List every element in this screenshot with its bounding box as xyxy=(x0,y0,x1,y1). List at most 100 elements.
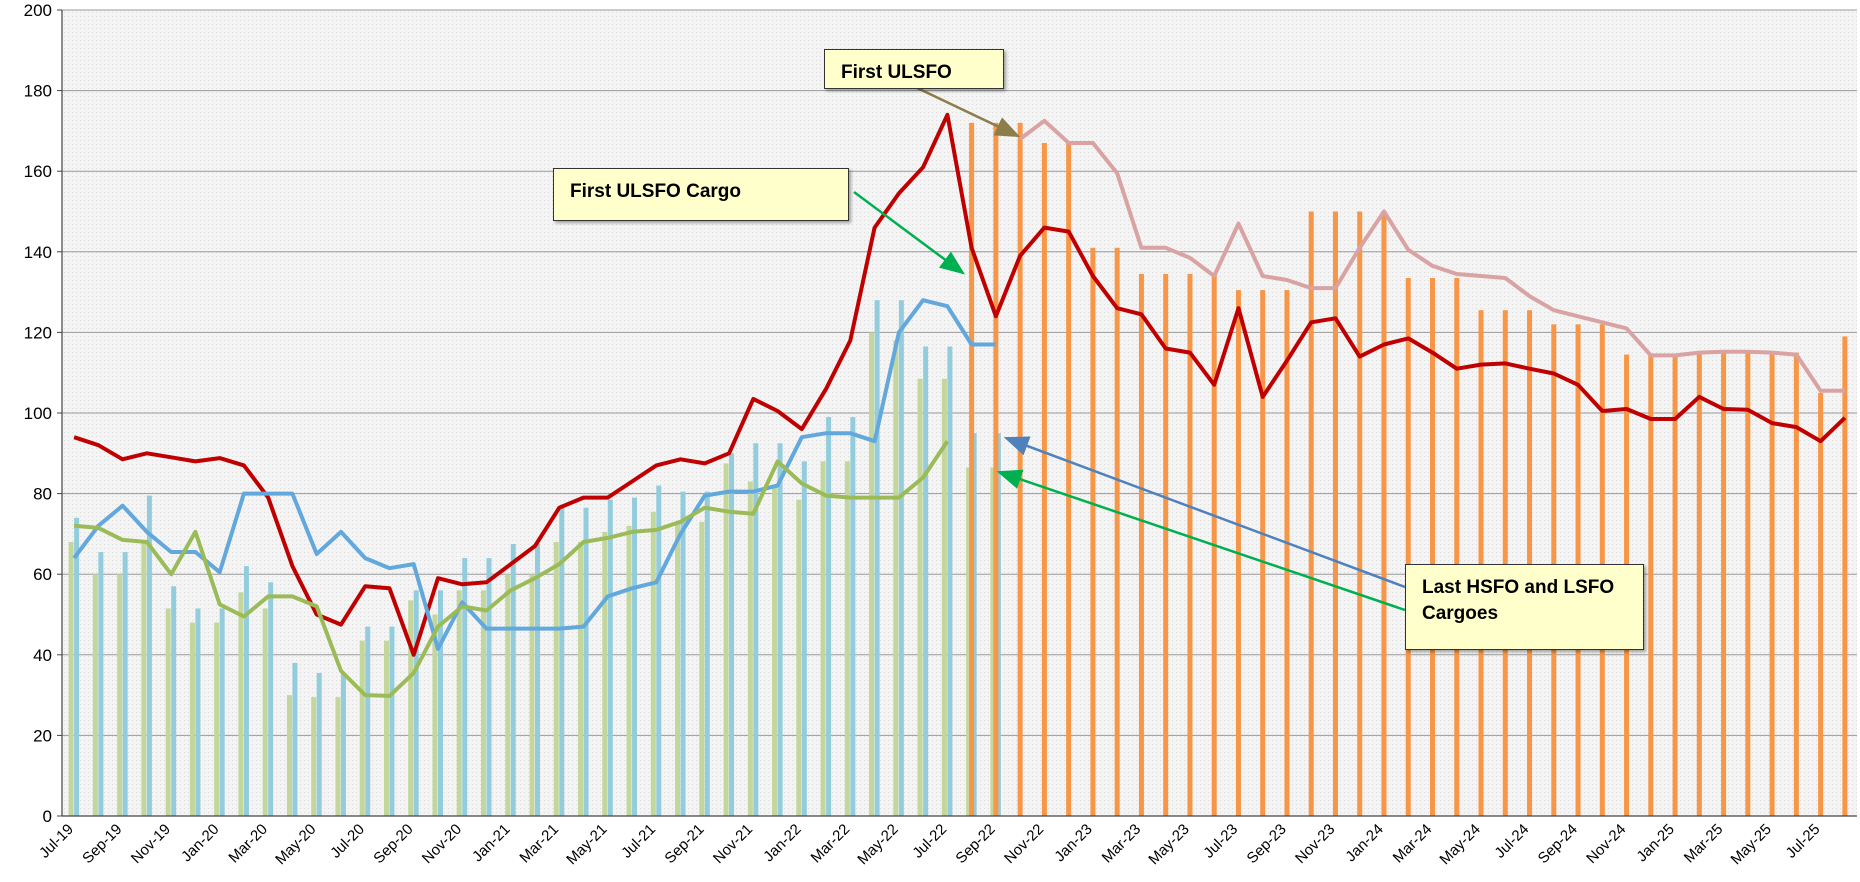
x-tick-label: May-20 xyxy=(272,821,319,868)
bar xyxy=(583,507,589,816)
bar xyxy=(98,552,104,816)
bar xyxy=(777,443,783,816)
annotation: First ULSFO xyxy=(824,49,1004,89)
bar xyxy=(1114,247,1120,816)
line-series xyxy=(73,112,1847,657)
bar xyxy=(316,672,322,816)
x-tick-label: May-25 xyxy=(1728,821,1775,868)
bar xyxy=(1284,290,1290,817)
bar xyxy=(1745,352,1751,816)
bar xyxy=(1405,277,1411,816)
bar xyxy=(1308,211,1314,816)
annotation: Last HSFO and LSFO Cargoes xyxy=(1405,564,1644,650)
bar xyxy=(311,697,317,816)
bar xyxy=(1381,211,1387,816)
x-tick-label: Mar-20 xyxy=(225,821,271,867)
x-tick-label: Jul-23 xyxy=(1200,821,1241,862)
bar xyxy=(292,662,298,816)
bar xyxy=(801,461,807,816)
bar xyxy=(1357,211,1363,816)
bar xyxy=(607,499,613,816)
bar xyxy=(1769,352,1775,816)
bar xyxy=(268,582,274,816)
bar xyxy=(680,491,686,816)
bar xyxy=(898,300,904,816)
bar xyxy=(650,511,656,816)
bar xyxy=(1017,122,1023,817)
bar xyxy=(480,590,486,816)
bar xyxy=(874,300,880,816)
x-tick-label: Nov-23 xyxy=(1292,821,1338,867)
bar xyxy=(262,608,268,816)
x-tick-label: Jan-24 xyxy=(1342,821,1386,865)
bar xyxy=(456,590,462,816)
bar xyxy=(923,346,929,816)
bar xyxy=(675,521,681,816)
bar xyxy=(243,566,249,816)
bar xyxy=(844,461,850,816)
bar xyxy=(1187,273,1193,817)
bar xyxy=(796,499,802,816)
bar xyxy=(68,541,74,816)
bar xyxy=(437,590,443,816)
x-tick-label: Jul-21 xyxy=(618,821,659,862)
bar xyxy=(1090,247,1096,816)
y-tick-label: 20 xyxy=(33,726,52,745)
bar xyxy=(990,467,996,816)
bar xyxy=(947,346,953,816)
x-tick-label: Nov-24 xyxy=(1583,821,1629,867)
bar xyxy=(1430,277,1436,816)
bar xyxy=(1138,273,1144,817)
arrow xyxy=(912,84,1021,138)
x-tick-label: May-22 xyxy=(854,821,901,868)
bar xyxy=(1696,352,1702,816)
x-tick-label: Nov-19 xyxy=(128,821,174,867)
x-tick-label: Jan-21 xyxy=(469,821,513,865)
arrow xyxy=(853,190,966,275)
x-tick-label: Jan-20 xyxy=(178,821,222,865)
bar xyxy=(1527,310,1533,816)
x-tick-label: Mar-24 xyxy=(1390,821,1436,867)
x-tick-label: Sep-20 xyxy=(370,821,416,867)
bar xyxy=(699,521,705,816)
bar xyxy=(413,590,419,816)
x-tick-label: Sep-24 xyxy=(1535,821,1581,867)
bar xyxy=(578,541,584,816)
bar xyxy=(917,378,923,816)
x-tick-label: Jul-25 xyxy=(1783,821,1824,862)
annotation: First ULSFO Cargo xyxy=(553,168,849,221)
bar xyxy=(335,697,341,816)
bar xyxy=(1066,142,1072,817)
y-tick-label: 40 xyxy=(33,646,52,665)
bar xyxy=(747,481,753,816)
bar xyxy=(1260,290,1266,817)
bar xyxy=(1793,352,1799,816)
bar xyxy=(969,122,975,817)
bar xyxy=(486,558,492,816)
bar xyxy=(286,695,292,816)
x-tick-label: Nov-21 xyxy=(710,821,756,867)
bar xyxy=(559,507,565,816)
bar xyxy=(704,491,710,816)
bar xyxy=(993,122,999,817)
bar xyxy=(1672,354,1678,816)
x-tick-label: Nov-20 xyxy=(419,821,465,867)
bar xyxy=(340,672,346,816)
x-tick-label: Jan-25 xyxy=(1633,821,1677,865)
y-tick-label: 80 xyxy=(33,485,52,504)
bar xyxy=(117,574,123,816)
line-series xyxy=(72,298,996,651)
bar xyxy=(826,417,832,816)
bar xyxy=(1332,211,1338,816)
bar xyxy=(869,332,875,816)
bar xyxy=(966,467,972,816)
bar xyxy=(529,574,535,816)
bar xyxy=(214,622,220,816)
x-tick-label: Mar-22 xyxy=(808,821,854,867)
x-tick-label: Jul-22 xyxy=(909,821,950,862)
bar xyxy=(1502,310,1508,816)
y-tick-label: 160 xyxy=(24,162,52,181)
bar xyxy=(1842,336,1848,816)
bar xyxy=(602,531,608,816)
bar xyxy=(723,463,729,816)
